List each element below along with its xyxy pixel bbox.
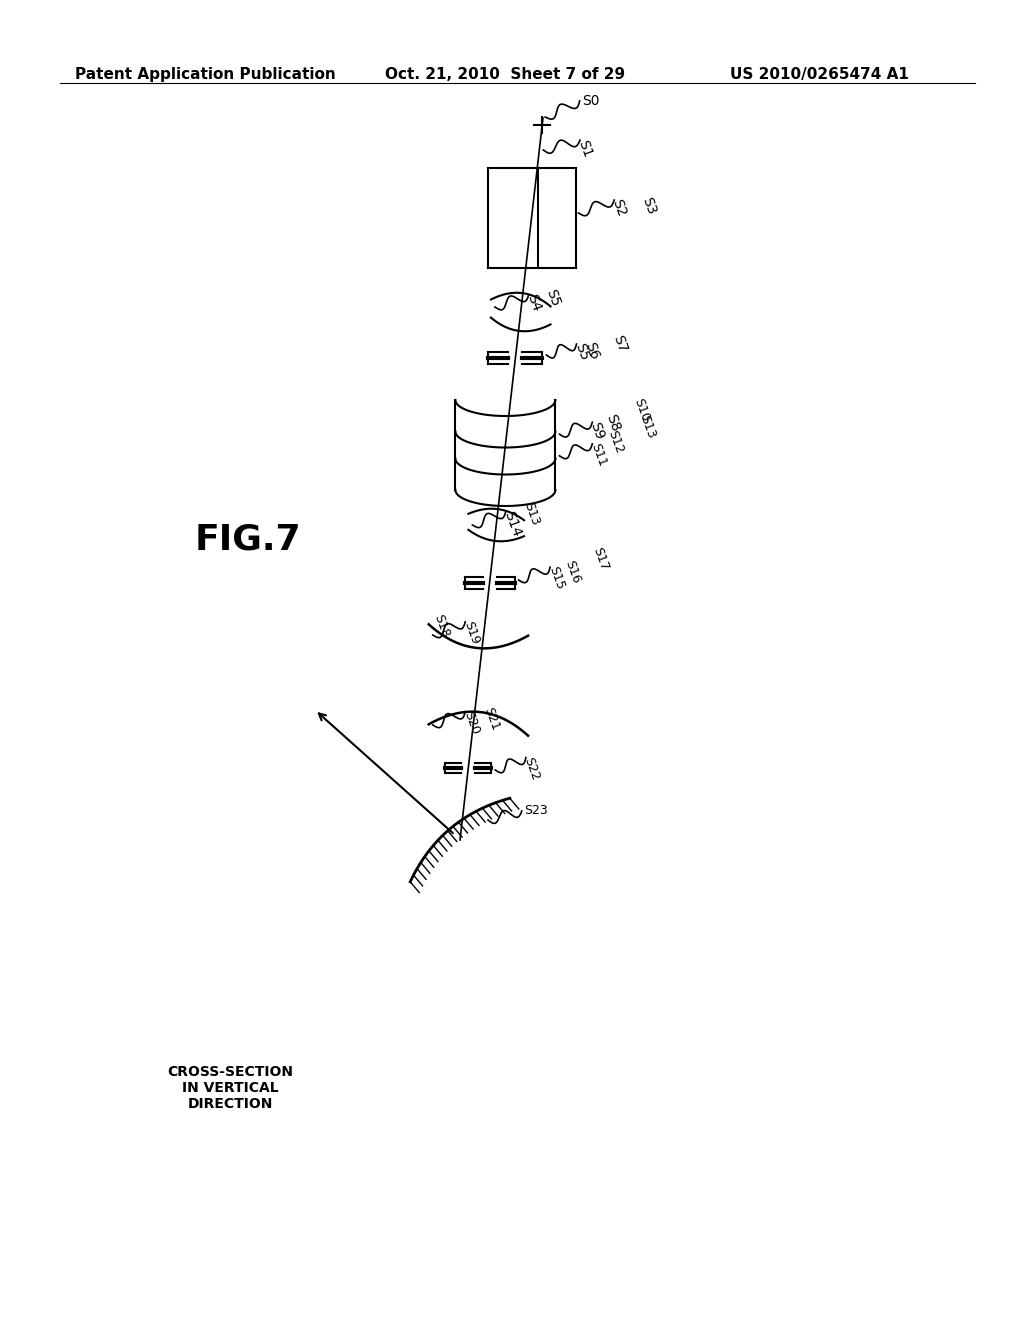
Text: S11: S11 (588, 442, 608, 469)
Text: S16: S16 (562, 558, 583, 586)
Text: S20: S20 (461, 710, 481, 737)
Text: S19: S19 (461, 619, 481, 647)
Text: S13: S13 (521, 500, 542, 528)
Text: S22: S22 (522, 755, 542, 783)
Text: US 2010/0265474 A1: US 2010/0265474 A1 (730, 67, 909, 82)
Text: S3: S3 (639, 195, 658, 216)
Text: Oct. 21, 2010  Sheet 7 of 29: Oct. 21, 2010 Sheet 7 of 29 (385, 67, 625, 82)
Text: S17: S17 (591, 545, 611, 573)
Text: S6: S6 (582, 341, 601, 362)
Text: S15: S15 (546, 565, 566, 591)
Text: S23: S23 (524, 804, 548, 817)
Text: S1: S1 (575, 137, 595, 160)
Text: S2: S2 (609, 198, 629, 219)
Text: S4: S4 (524, 292, 544, 314)
Text: S9: S9 (588, 420, 607, 441)
Text: FIG.7: FIG.7 (195, 523, 302, 557)
Text: S21: S21 (481, 706, 502, 733)
Text: S7: S7 (610, 334, 629, 355)
Text: S12: S12 (605, 429, 626, 455)
Text: S10: S10 (632, 397, 651, 424)
Text: S0: S0 (582, 94, 599, 108)
Text: S8: S8 (603, 412, 622, 433)
Text: S5: S5 (544, 288, 562, 309)
Text: CROSS-SECTION
IN VERTICAL
DIRECTION: CROSS-SECTION IN VERTICAL DIRECTION (167, 1065, 293, 1111)
Text: S13: S13 (637, 413, 657, 441)
Text: Patent Application Publication: Patent Application Publication (75, 67, 336, 82)
Text: S14: S14 (501, 510, 523, 539)
Text: S18: S18 (431, 612, 452, 640)
Text: S5: S5 (571, 342, 591, 363)
